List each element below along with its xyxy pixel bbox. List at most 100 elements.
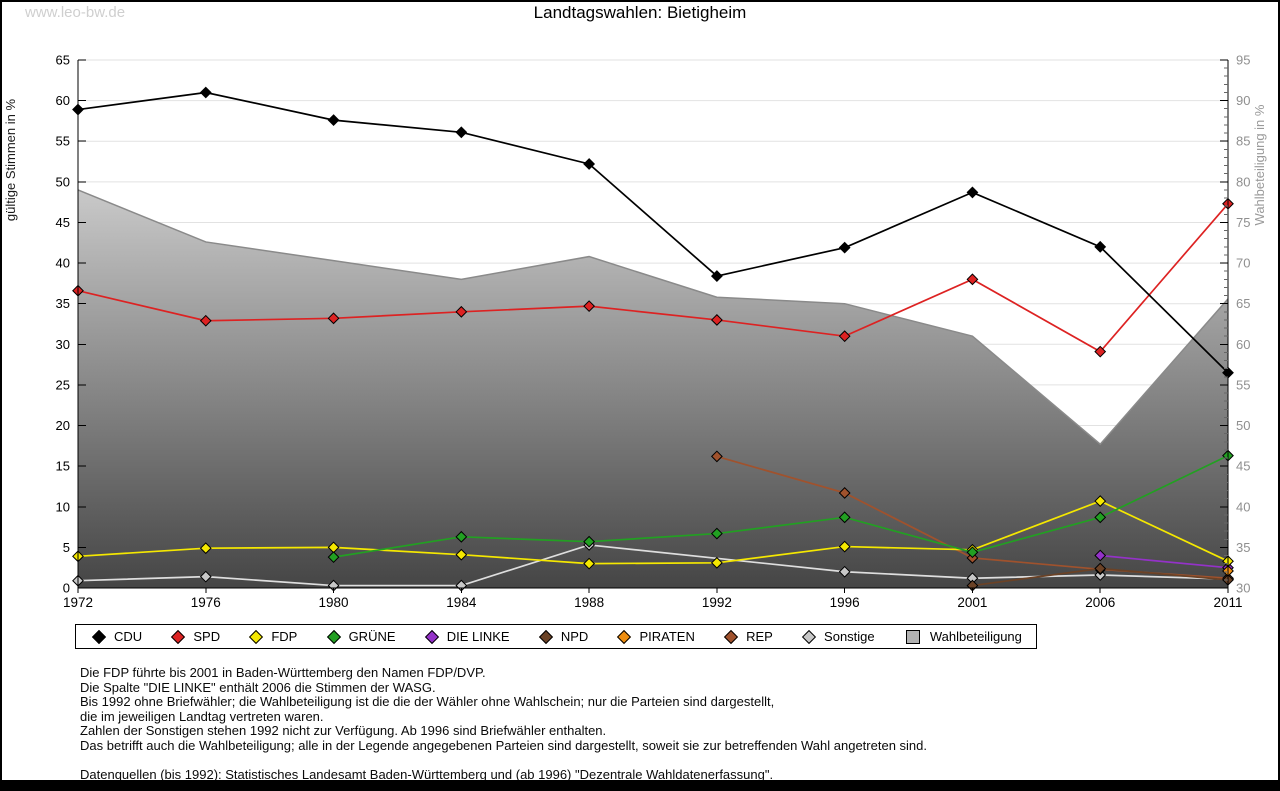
legend-item-cdu: CDU (91, 629, 143, 644)
svg-text:5: 5 (63, 540, 70, 555)
legend-swatch-icon (171, 629, 186, 644)
chart-canvas: 0 5 10 15 20 25 30 35 40 45 50 55 60 65 30 35 40 45 50 55 60… (3, 53, 1267, 611)
svg-text:35: 35 (56, 296, 70, 311)
legend-item-sonstige: Sonstige (801, 629, 875, 644)
left-axis-title: gültige Stimmen in % (3, 99, 18, 222)
right-axis-title: Wahlbeteiligung in % (1252, 104, 1267, 225)
svg-text:0: 0 (63, 581, 70, 596)
legend-item-die-linke: DIE LINKE (424, 629, 510, 644)
legend-swatch-icon (91, 629, 107, 644)
legend-label: CDU (114, 629, 143, 644)
marker-NPD-2006 (1094, 562, 1107, 575)
svg-text:95: 95 (1236, 53, 1250, 68)
marker-FDP-1984 (455, 548, 468, 561)
footnote-line: Das betrifft auch die Wahlbeteiligung; a… (80, 737, 927, 753)
svg-text:70: 70 (1236, 256, 1250, 271)
svg-text:2006: 2006 (1085, 595, 1115, 610)
marker-GRÜNE-1980 (327, 551, 340, 564)
svg-text:1976: 1976 (191, 595, 221, 610)
wahlbeteiligung-area (78, 189, 1228, 588)
marker-SPD-1984 (455, 305, 468, 318)
svg-text:45: 45 (56, 215, 70, 230)
legend-swatch-icon (424, 629, 439, 644)
legend-label: Sonstige (824, 629, 875, 644)
footnote-line: Die Spalte "DIE LINKE" enthält 2006 die … (80, 679, 436, 695)
footnote-line: die im jeweiligen Landtag vertreten ware… (80, 708, 324, 724)
svg-text:2001: 2001 (957, 595, 987, 610)
legend-item-spd: SPD (171, 629, 221, 644)
series-line-SPD (77, 203, 1229, 353)
marker-CDU-1996 (838, 241, 851, 254)
right-axis-labels: 30 35 40 45 50 55 60 65 70 75 80 85 90 95 (1236, 53, 1250, 596)
marker-SPD-2001 (966, 273, 979, 286)
marker-GRÜNE-1988 (583, 535, 596, 548)
legend-label: GRÜNE (348, 629, 396, 644)
marker-SPD-1992 (710, 314, 723, 326)
svg-text:80: 80 (1236, 174, 1250, 189)
marker-CDU-1980 (327, 114, 340, 127)
svg-text:1980: 1980 (319, 595, 349, 610)
svg-text:75: 75 (1236, 215, 1250, 230)
marker-GRÜNE-1992 (710, 527, 723, 540)
legend-swatch-icon (724, 629, 739, 644)
svg-text:10: 10 (56, 499, 70, 514)
svg-text:65: 65 (1236, 296, 1250, 311)
legend-label: NPD (560, 629, 589, 644)
svg-text:1988: 1988 (574, 595, 604, 610)
marker-GRÜNE-1996 (838, 511, 851, 524)
series-line-FDP (77, 500, 1229, 565)
series-line-GRÜNE (333, 454, 1229, 558)
footnote-line: Bis 1992 ohne Briefwähler; die Wahlbetei… (80, 694, 775, 710)
marker-REP-1992 (710, 450, 723, 463)
marker-CDU-1988 (583, 158, 596, 170)
axes (77, 59, 1229, 593)
legend-label: Wahlbeteiligung (929, 629, 1022, 644)
legend-swatch-icon (617, 629, 632, 644)
marker-SPD-1996 (838, 330, 851, 343)
window-border-left (0, 0, 2, 791)
legend-swatch-icon (538, 629, 553, 644)
legend-label: PIRATEN (639, 629, 695, 644)
left-axis-labels: 0 5 10 15 20 25 30 35 40 45 50 55 60 65 (56, 53, 70, 596)
svg-text:65: 65 (56, 53, 70, 68)
marker-FDP-1992 (710, 556, 723, 569)
marker-GRÜNE-2001 (966, 546, 979, 559)
legend-label: DIE LINKE (446, 629, 510, 644)
window-border-bottom (0, 780, 1280, 791)
legend-item-fdp: FDP (249, 629, 298, 644)
footnote-line: Datenquellen (bis 1992): Statistisches L… (80, 766, 774, 782)
footnote-line: Zahlen der Sonstigen stehen 1992 nicht z… (80, 723, 607, 739)
marker-SPD-2006 (1094, 345, 1107, 358)
svg-text:55: 55 (1236, 377, 1250, 392)
series-markers-FDP (72, 495, 1234, 570)
svg-text:50: 50 (1236, 418, 1250, 433)
marker-CDU-1992 (710, 270, 723, 282)
svg-text:1984: 1984 (446, 595, 477, 610)
svg-text:20: 20 (56, 418, 70, 433)
marker-GRÜNE-1984 (455, 530, 468, 543)
legend-swatch-icon (249, 629, 264, 644)
legend-swatch-icon (905, 629, 920, 644)
marker-SPD-1976 (199, 314, 212, 327)
marker-FDP-1988 (583, 557, 596, 570)
svg-text:30: 30 (56, 337, 70, 352)
legend-label: FDP (271, 629, 298, 644)
svg-text:45: 45 (1236, 459, 1250, 474)
marker-SPD-1988 (583, 300, 596, 313)
legend-item-piraten: PIRATEN (617, 629, 695, 644)
marker-SPD-1980 (327, 312, 340, 325)
series-line-CDU (77, 91, 1229, 374)
svg-text:40: 40 (56, 256, 70, 271)
marker-FDP-1996 (838, 540, 851, 553)
svg-text:35: 35 (1236, 540, 1250, 555)
marker-FDP-2006 (1094, 495, 1107, 507)
svg-text:25: 25 (56, 377, 70, 392)
legend-label: SPD (193, 629, 221, 644)
svg-text:15: 15 (56, 459, 70, 474)
legend-item-grüne: GRÜNE (326, 629, 396, 644)
x-axis-labels: 1972 1976 1980 1984 1988 1992 1996 2001 2006 2011 (63, 595, 1243, 610)
legend-swatch-icon (326, 629, 341, 644)
svg-text:90: 90 (1236, 93, 1250, 108)
svg-text:50: 50 (56, 174, 70, 189)
